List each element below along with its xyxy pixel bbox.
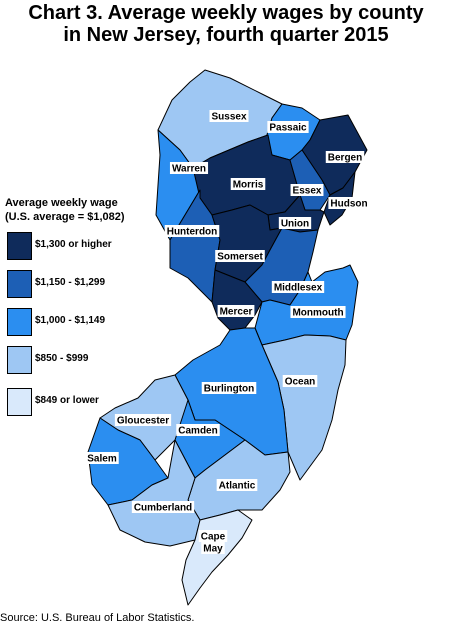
legend-swatch	[7, 346, 32, 374]
county-label-text: Sussex	[211, 112, 246, 123]
county-label-text: Ocean	[285, 377, 316, 388]
legend-title-line-2: (U.S. average = $1,082)	[5, 211, 125, 223]
county-label-text: Burlington	[204, 384, 255, 395]
county-label-background	[209, 110, 249, 122]
county-label-background	[217, 305, 255, 317]
label-union: Union	[278, 217, 312, 230]
title-line-2: in New Jersey, fourth quarter 2015	[63, 24, 389, 46]
county-label-text: Middlesex	[274, 283, 323, 294]
county-label-background	[85, 452, 119, 464]
county-label-text: Atlantic	[219, 481, 256, 492]
legend-label: $850 - $999	[35, 353, 89, 364]
label-salem: Salem	[85, 452, 119, 465]
label-hudson: Hudson	[328, 197, 370, 210]
county-label-text: Union	[281, 219, 309, 230]
county-labels: Sussex Passaic Bergen Warren Morris Esse…	[85, 110, 370, 555]
legend-item-849-lower: $849 or lower	[7, 388, 167, 416]
county-label-background	[201, 542, 225, 554]
county-cumberland[interactable]	[107, 439, 201, 547]
county-label-background	[198, 530, 228, 542]
label-cape-may-1: Cape	[198, 530, 228, 543]
county-label-text: Cumberland	[134, 503, 192, 514]
legend-swatch	[7, 308, 32, 336]
label-passaic: Passaic	[267, 121, 309, 134]
county-label-background	[278, 217, 312, 229]
label-atlantic: Atlantic	[216, 479, 258, 492]
legend-item-1000-1149: $1,000 - $1,149	[7, 308, 167, 336]
county-label-text: Camden	[178, 426, 217, 437]
county-label-text: Bergen	[328, 153, 362, 164]
chart-title: Chart 3. Average weekly wages by county …	[0, 2, 452, 46]
legend-item-1300-plus: $1,300 or higher	[7, 232, 167, 260]
label-sussex: Sussex	[209, 110, 249, 123]
label-somerset: Somerset	[215, 250, 265, 263]
label-burlington: Burlington	[201, 382, 257, 395]
label-gloucester: Gloucester	[114, 414, 172, 427]
label-middlesex: Middlesex	[271, 281, 325, 294]
legend-title-line-1: Average weekly wage	[5, 197, 118, 209]
county-monmouth[interactable]	[254, 264, 359, 346]
label-morris: Morris	[230, 178, 266, 191]
county-label-text: Essex	[293, 186, 322, 197]
county-label-background	[215, 250, 265, 262]
county-label-background	[176, 424, 220, 436]
label-ocean: Ocean	[282, 375, 318, 388]
county-label-text: Morris	[233, 180, 264, 191]
county-label-text: Gloucester	[117, 416, 169, 427]
county-label-background	[131, 501, 195, 513]
legend-label: $1,000 - $1,149	[35, 315, 106, 326]
county-label-background	[290, 184, 324, 196]
legend-item-850-999: $850 - $999	[7, 346, 167, 374]
county-label-background	[282, 375, 318, 387]
county-label-text: Cape	[201, 532, 226, 543]
label-mercer: Mercer	[217, 305, 255, 318]
legend-swatch	[7, 270, 32, 298]
county-label-text: Salem	[87, 454, 117, 465]
legend-swatch	[7, 388, 32, 416]
label-bergen: Bergen	[325, 151, 365, 164]
county-label-background	[328, 197, 370, 209]
county-label-text: Mercer	[220, 307, 253, 318]
label-cape-may-2: May	[201, 542, 225, 555]
label-cumberland: Cumberland	[131, 501, 195, 514]
label-warren: Warren	[169, 162, 209, 175]
county-label-text: Warren	[172, 164, 206, 175]
title-line-1: Chart 3. Average weekly wages by county	[28, 2, 424, 24]
label-hunterdon: Hunterdon	[164, 225, 220, 238]
legend-label: $849 or lower	[35, 395, 99, 406]
county-label-text: Somerset	[217, 252, 263, 263]
source-note: Source: U.S. Bureau of Labor Statistics.	[0, 612, 195, 624]
county-label-text: Monmouth	[292, 308, 343, 319]
county-label-background	[164, 225, 220, 237]
county-label-background	[169, 162, 209, 174]
county-label-background	[267, 121, 309, 133]
county-label-text: May	[203, 544, 223, 555]
county-label-text: Passaic	[269, 123, 307, 134]
county-label-text: Hudson	[330, 199, 367, 210]
legend-swatch	[7, 232, 32, 260]
county-label-background	[290, 306, 346, 318]
county-label-background	[114, 414, 172, 426]
legend-item-1150-1299: $1,150 - $1,299	[7, 270, 167, 298]
legend-label: $1,300 or higher	[35, 239, 112, 250]
county-label-background	[325, 151, 365, 163]
legend-label: $1,150 - $1,299	[35, 277, 106, 288]
county-label-background	[230, 178, 266, 190]
county-label-background	[271, 281, 325, 293]
legend-title: Average weekly wage (U.S. average = $1,0…	[5, 196, 175, 224]
label-camden: Camden	[176, 424, 220, 437]
county-label-text: Hunterdon	[167, 227, 218, 238]
county-label-background	[201, 382, 257, 394]
county-label-background	[216, 479, 258, 491]
label-monmouth: Monmouth	[290, 306, 346, 319]
label-essex: Essex	[290, 184, 324, 197]
